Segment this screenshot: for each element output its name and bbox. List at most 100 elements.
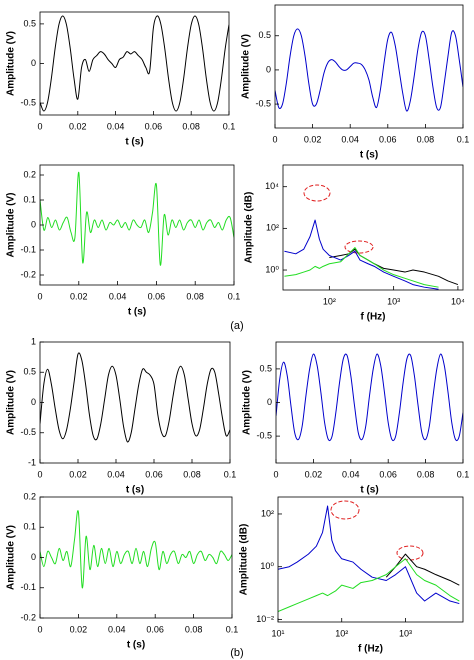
y-tick-label: 0.1 — [23, 522, 36, 532]
y-tick-label: 0 — [31, 58, 36, 68]
x-axis-label: f (Hz) — [361, 312, 386, 323]
y-tick-label: 0.1 — [23, 194, 36, 204]
x-axis-label: t (s) — [360, 485, 378, 496]
y-axis-label: Amplitude (V) — [6, 31, 17, 96]
y-tick-label: 0.5 — [259, 363, 272, 373]
x-tick-label: 10⁴ — [451, 296, 465, 306]
plot-frame — [282, 164, 464, 291]
x-tick-label: 10² — [323, 296, 336, 306]
y-tick-label: 0.5 — [258, 30, 271, 40]
x-tick-label: 0.06 — [145, 469, 163, 479]
y-tick-label: -0.5 — [20, 427, 36, 437]
plot-frame — [39, 11, 230, 116]
y-tick-label: 10⁰ — [265, 264, 279, 274]
x-tick-label: 0.06 — [148, 291, 166, 301]
signal-line — [385, 553, 460, 586]
y-tick-label: 10⁴ — [265, 181, 279, 191]
x-tick-label: 0.1 — [226, 624, 239, 634]
x-axis-label: t (s) — [360, 150, 378, 161]
highlight-ellipse — [303, 184, 331, 202]
y-axis-label: Amplitude (V) — [6, 525, 17, 590]
x-tick-label: 10¹ — [271, 628, 284, 638]
x-tick-label: 0.06 — [145, 121, 163, 131]
x-tick-label: 0.04 — [109, 291, 127, 301]
x-tick-label: 0.08 — [186, 291, 204, 301]
x-tick-label: 0.1 — [457, 134, 470, 144]
signal-line — [284, 247, 439, 288]
y-tick-label: -1 — [28, 457, 36, 467]
y-tick-label: 0.5 — [23, 18, 36, 28]
y-tick-label: -0.1 — [20, 244, 36, 254]
x-tick-label: 0.04 — [108, 624, 126, 634]
y-tick-label: 0 — [266, 64, 271, 74]
plot-frame — [274, 4, 464, 129]
y-tick-label: 0 — [31, 397, 36, 407]
x-tick-label: 0.04 — [107, 121, 125, 131]
y-tick-label: 10⁰ — [260, 561, 274, 571]
plot-frame — [275, 341, 464, 464]
x-tick-label: 0.04 — [107, 469, 125, 479]
x-tick-label: 0 — [273, 469, 278, 479]
y-axis-label: Amplitude (V) — [6, 193, 17, 258]
x-tick-label: 0.06 — [379, 134, 397, 144]
x-tick-label: 0 — [272, 134, 277, 144]
highlight-ellipse — [344, 240, 374, 254]
y-tick-label: 0 — [31, 552, 36, 562]
x-tick-label: 0.02 — [304, 134, 322, 144]
plot-frame — [277, 496, 464, 623]
signal-line — [40, 171, 234, 266]
y-tick-label: 0 — [31, 219, 36, 229]
y-tick-label: 10² — [261, 508, 274, 518]
x-axis-label: t (s) — [127, 640, 145, 651]
x-axis-label: t (s) — [125, 137, 143, 148]
x-tick-label: 0.04 — [341, 134, 359, 144]
y-axis-label: Amplitude (V) — [242, 370, 253, 435]
y-tick-label: 0.2 — [23, 491, 36, 501]
x-axis-label: t (s) — [128, 307, 146, 318]
x-axis-label: f (Hz) — [358, 644, 383, 655]
x-tick-label: 0 — [37, 469, 42, 479]
y-tick-label: 1 — [31, 336, 36, 346]
highlight-ellipse — [396, 545, 424, 561]
x-tick-label: 0.02 — [69, 469, 87, 479]
signal-line — [275, 28, 463, 112]
y-tick-label: -0.1 — [20, 582, 36, 592]
x-tick-label: 0.02 — [70, 624, 88, 634]
x-tick-label: 0 — [37, 291, 42, 301]
x-tick-label: 0.1 — [223, 121, 236, 131]
y-tick-label: 10⁻² — [256, 614, 274, 624]
y-tick-label: -0.2 — [20, 612, 36, 622]
x-tick-label: 10² — [335, 628, 348, 638]
x-tick-label: 0.08 — [417, 134, 435, 144]
y-tick-label: 0.2 — [23, 169, 36, 179]
y-axis-label: Amplitude (V) — [6, 370, 17, 435]
y-tick-label: 0.5 — [23, 367, 36, 377]
y-tick-label: 0 — [267, 397, 272, 407]
x-axis-label: t (s) — [126, 485, 144, 496]
signal-line — [278, 558, 460, 612]
signal-line — [40, 510, 232, 589]
x-tick-label: 0.06 — [379, 469, 397, 479]
x-tick-label: 0.08 — [417, 469, 435, 479]
y-tick-label: -0.5 — [256, 430, 272, 440]
x-tick-label: 0.1 — [457, 469, 470, 479]
signal-line — [278, 505, 460, 605]
x-tick-label: 0.02 — [69, 121, 87, 131]
highlight-ellipse — [330, 500, 360, 520]
y-tick-label: -0.2 — [20, 269, 36, 279]
x-tick-label: 0.08 — [185, 624, 203, 634]
x-tick-label: 0.02 — [305, 469, 323, 479]
x-tick-label: 0.08 — [182, 121, 200, 131]
x-tick-label: 0.1 — [224, 469, 237, 479]
y-axis-label: Amplitude (V) — [241, 34, 252, 99]
signal-line — [284, 219, 439, 290]
x-tick-label: 0 — [37, 624, 42, 634]
x-tick-label: 0 — [37, 121, 42, 131]
x-tick-label: 10³ — [399, 628, 412, 638]
y-tick-label: 10² — [266, 223, 279, 233]
x-tick-label: 0.02 — [70, 291, 88, 301]
x-tick-label: 10³ — [387, 296, 400, 306]
y-axis-label: Amplitude (dB) — [244, 192, 255, 264]
signal-line — [276, 353, 463, 442]
